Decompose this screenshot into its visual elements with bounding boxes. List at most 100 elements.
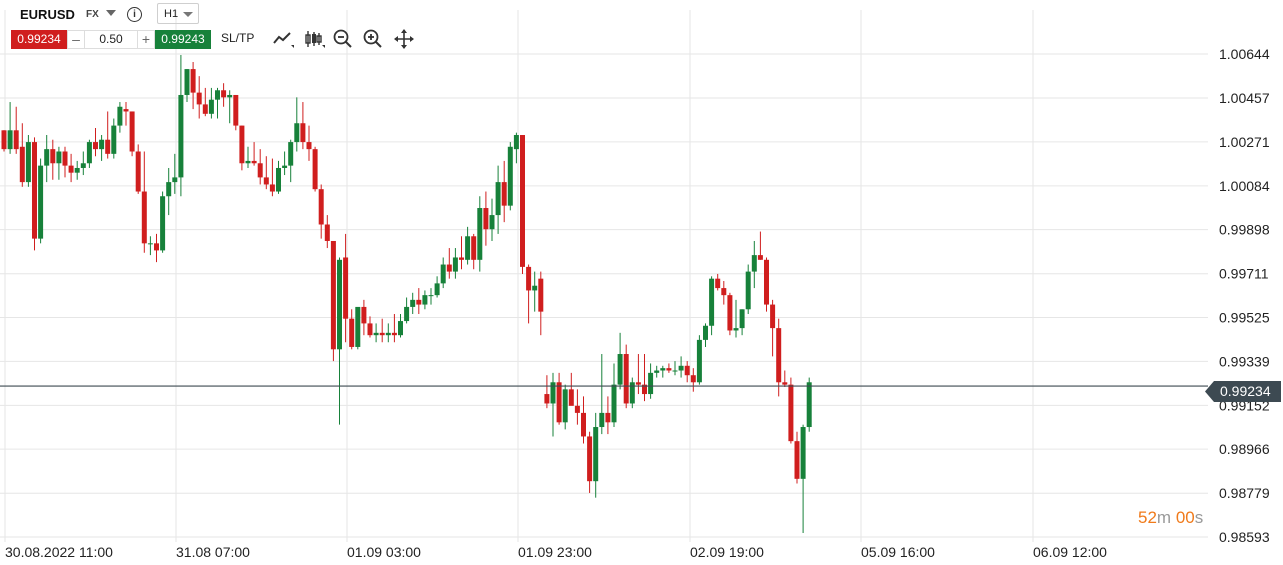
candle-body [44, 149, 50, 166]
candle-body [184, 69, 190, 95]
candle [690, 368, 696, 392]
candle-body [721, 288, 727, 296]
candle [715, 273, 721, 291]
candle [215, 87, 220, 119]
candle [617, 332, 623, 390]
candle [703, 323, 708, 347]
price-tick-label: 0.99339 [1219, 353, 1270, 369]
info-icon[interactable]: i [127, 7, 142, 22]
candle-body [587, 436, 593, 482]
sltp-button[interactable]: SL/TP [221, 31, 255, 45]
candlestick-icon[interactable] [303, 28, 325, 50]
candle-body [684, 365, 690, 376]
candle [282, 151, 288, 176]
candle-body [507, 146, 513, 206]
candle [446, 248, 452, 279]
candle [416, 288, 422, 314]
candle [599, 354, 605, 435]
candle [123, 102, 129, 126]
candle [355, 306, 361, 350]
candle-body [324, 224, 330, 241]
candle [696, 335, 702, 385]
quantity-input[interactable]: 0.50 [85, 30, 137, 49]
candle [562, 384, 568, 430]
timeframe-select[interactable]: H1 [157, 3, 199, 24]
candle-body [727, 295, 733, 331]
candle-body [233, 94, 239, 126]
candle-body [99, 139, 105, 150]
symbol-dropdown-icon[interactable] [106, 10, 116, 16]
candle-body [770, 304, 776, 329]
quantity-decrease-button[interactable]: – [67, 30, 85, 49]
candle [154, 233, 159, 263]
candle-body [32, 142, 37, 239]
candle [568, 372, 574, 406]
buy-button[interactable]: 0.99243 [155, 30, 211, 49]
candle [452, 248, 458, 279]
sell-button[interactable]: 0.99234 [11, 30, 67, 49]
candle [202, 87, 208, 117]
symbol-name[interactable]: EURUSD [20, 7, 75, 22]
candle [306, 125, 312, 161]
candle-body [489, 215, 495, 230]
candle-body [709, 278, 715, 326]
candle-body [123, 109, 129, 112]
candle [574, 389, 580, 425]
candle [483, 191, 489, 246]
market-badge: FX [86, 9, 99, 20]
candle-body [660, 368, 666, 371]
zoom-in-icon[interactable] [362, 28, 384, 50]
candle-body [739, 309, 745, 329]
candle-body [379, 332, 385, 336]
candle-body [1, 130, 7, 150]
candle-body [666, 368, 672, 371]
candle-body [221, 90, 227, 98]
candle [404, 297, 410, 324]
candle [526, 264, 532, 324]
candle-body [593, 427, 599, 482]
candle [361, 299, 367, 336]
timer-seconds: 00 [1175, 508, 1195, 527]
candle [300, 102, 306, 150]
candle-body [147, 243, 153, 245]
candle-body [574, 405, 580, 413]
candle-body [410, 299, 416, 307]
candle [50, 139, 56, 180]
candle [465, 226, 471, 265]
candle-body [62, 151, 68, 166]
candle [471, 233, 477, 270]
candle-body [648, 372, 654, 395]
line-chart-icon[interactable] [272, 28, 294, 50]
candle-body [202, 104, 208, 114]
zoom-out-icon[interactable] [332, 28, 354, 50]
candle [623, 344, 629, 409]
candle-body [68, 165, 74, 173]
candle-body [465, 236, 471, 260]
candle [654, 365, 660, 378]
current-price-tag: 0.99234 [1205, 381, 1281, 402]
move-icon[interactable] [393, 28, 415, 50]
time-tick-label: 31.08 07:00 [176, 544, 250, 560]
candle-body [520, 135, 525, 267]
candle [581, 396, 586, 444]
candle [178, 54, 184, 197]
chevron-down-icon [183, 12, 193, 17]
quantity-increase-button[interactable]: + [137, 30, 155, 49]
candle-body [337, 259, 342, 350]
candle [190, 62, 196, 110]
candle-body [635, 382, 641, 385]
candle-timer: 52m 00s [1138, 508, 1203, 528]
candle [1, 130, 7, 152]
candle-body [440, 264, 446, 284]
candle-body [404, 306, 410, 322]
candle [318, 184, 324, 239]
candle [733, 299, 739, 338]
candle [648, 363, 654, 399]
candle-body [416, 299, 422, 305]
candle [86, 139, 92, 168]
candle [385, 323, 391, 343]
candle [25, 135, 31, 187]
candle [324, 215, 330, 249]
candle-body [696, 339, 702, 383]
